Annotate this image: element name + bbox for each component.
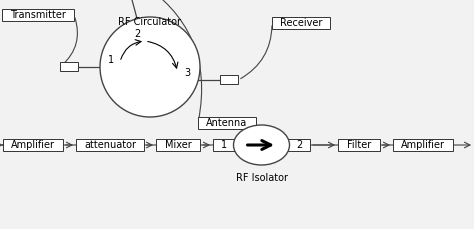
FancyBboxPatch shape: [3, 139, 63, 151]
Ellipse shape: [234, 125, 290, 165]
Circle shape: [100, 17, 200, 117]
Text: RF Isolator: RF Isolator: [236, 173, 288, 183]
Text: Mixer: Mixer: [164, 140, 191, 150]
FancyBboxPatch shape: [198, 117, 256, 129]
FancyBboxPatch shape: [393, 139, 453, 151]
FancyBboxPatch shape: [220, 75, 238, 85]
Text: Antenna: Antenna: [206, 118, 247, 128]
FancyBboxPatch shape: [288, 139, 310, 151]
Text: 2: 2: [134, 29, 140, 39]
FancyBboxPatch shape: [60, 63, 78, 71]
Text: Amplifier: Amplifier: [11, 140, 55, 150]
Text: 1: 1: [221, 140, 227, 150]
Text: 3: 3: [184, 68, 191, 78]
FancyBboxPatch shape: [338, 139, 380, 151]
Text: Receiver: Receiver: [280, 18, 322, 28]
Text: 2: 2: [296, 140, 302, 150]
Text: RF Circulator: RF Circulator: [118, 17, 182, 27]
FancyBboxPatch shape: [213, 139, 235, 151]
FancyBboxPatch shape: [156, 139, 200, 151]
Text: attenuator: attenuator: [84, 140, 136, 150]
FancyBboxPatch shape: [2, 9, 74, 21]
Text: Transmitter: Transmitter: [10, 10, 66, 20]
FancyBboxPatch shape: [76, 139, 144, 151]
Text: Filter: Filter: [347, 140, 371, 150]
Text: Amplifier: Amplifier: [401, 140, 445, 150]
FancyBboxPatch shape: [272, 17, 330, 29]
Text: 1: 1: [108, 55, 114, 65]
